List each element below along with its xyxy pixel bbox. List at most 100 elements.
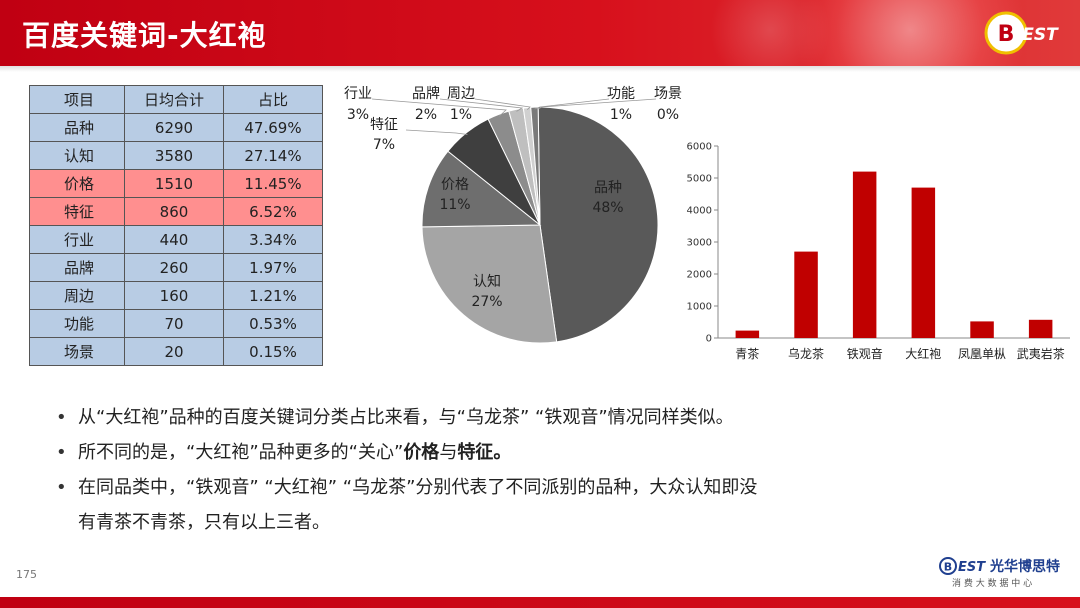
header-shadow (0, 66, 1080, 72)
header-share: 占比 (223, 85, 323, 114)
y-tick-label: 6000 (687, 142, 712, 153)
bullet-list: 从“大红袍”品种的百度关键词分类占比来看，与“乌龙茶” “铁观音”情况同样类似。… (56, 400, 956, 540)
pie-percent-label: 2% (415, 107, 437, 123)
y-tick-label: 3000 (687, 238, 712, 249)
pie-leader-line (538, 98, 657, 110)
table-row-highlighted: 价格 1510 11.45% (29, 169, 323, 198)
x-tick-label: 大红袍 (905, 346, 941, 361)
x-tick-label: 武夷岩茶 (1017, 346, 1065, 361)
row-share: 0.15% (223, 337, 323, 366)
pie-leader-line (534, 98, 610, 110)
pie-leader-line (371, 98, 507, 117)
row-item: 行业 (29, 225, 125, 254)
row-item: 特征 (29, 197, 125, 226)
header-daily-total: 日均合计 (124, 85, 224, 114)
row-daily-total: 260 (124, 253, 224, 282)
pie-percent-label: 3% (347, 107, 369, 123)
pie-percent-label: 11% (439, 197, 470, 213)
table-row: 功能 70 0.53% (29, 309, 323, 338)
page-title: 百度关键词-大红袍 (22, 19, 267, 52)
y-tick-label: 2000 (687, 270, 712, 281)
row-share: 47.69% (223, 113, 323, 142)
row-share: 1.97% (223, 253, 323, 282)
svg-text:EST: EST (958, 560, 986, 575)
bullet-item: 所不同的是，“大红袍”品种更多的“关心”价格与特征。 (56, 435, 956, 470)
best-logo-icon (939, 557, 957, 575)
pie-label: 特征 (370, 117, 398, 133)
bullet-text: 。 (493, 442, 512, 463)
bar-大红袍 (911, 187, 936, 338)
bullet-text: 与 (439, 442, 458, 463)
pie-slice-认知 (421, 224, 558, 344)
bar-凤凰单枞 (970, 321, 994, 338)
row-item: 功能 (29, 309, 125, 338)
x-tick-label: 青茶 (735, 346, 759, 361)
bullet-item: 在同品类中，“铁观音” “大红袍” “乌龙茶”分别代表了不同派别的品种，大众认知… (56, 470, 956, 540)
row-daily-total: 1510 (124, 169, 224, 198)
pie-label: 认知 (473, 273, 501, 290)
header-glow-secondary (710, 0, 830, 66)
brand-subtitle: 消 费 大 数 据 中 心 (952, 577, 1032, 589)
row-share: 27.14% (223, 141, 323, 170)
pie-leader-line (405, 129, 468, 135)
pie-label: 功能 (607, 86, 635, 102)
table-row: 场景 20 0.15% (29, 337, 323, 366)
bullet-text: 在同品类中，“铁观音” “大红袍” “乌龙茶”分别代表了不同派别的品种，大众认知… (78, 477, 758, 498)
pie-label: 行业 (344, 86, 372, 102)
table-header-row: 项目 日均合计 占比 (29, 85, 323, 114)
row-item: 品种 (29, 113, 125, 142)
table-row: 品种 6290 47.69% (29, 113, 323, 142)
pie-percent-label: 27% (471, 294, 502, 310)
row-item: 品牌 (29, 253, 125, 282)
row-share: 1.21% (223, 281, 323, 310)
svg-text:B: B (998, 22, 1015, 47)
row-item: 周边 (29, 281, 125, 310)
best-logo-icon: B EST (984, 11, 1059, 55)
bar-乌龙茶 (794, 251, 818, 338)
row-daily-total: 160 (124, 281, 224, 310)
bullet-bold-feature: 特征 (457, 442, 494, 463)
y-tick-label: 5000 (687, 174, 712, 185)
bar-铁观音 (852, 171, 877, 338)
bullet-text: 从“大红袍”品种的百度关键词分类占比来看，与“乌龙茶” “铁观音”情况同样类似。 (78, 407, 734, 428)
table-row: 行业 440 3.34% (29, 225, 323, 254)
table-row: 品牌 260 1.97% (29, 253, 323, 282)
svg-text:B: B (944, 561, 952, 574)
pie-label: 价格 (441, 177, 469, 193)
row-share: 6.52% (223, 197, 323, 226)
row-share: 11.45% (223, 169, 323, 198)
bullet-bold-price: 价格 (403, 442, 440, 463)
bar-axes: 0 1000 2000 3000 4000 5000 6000 (687, 142, 1070, 345)
page-number: 175 (16, 568, 37, 581)
row-daily-total: 860 (124, 197, 224, 226)
bullet-text: 所不同的是，“大红袍”品种更多的“关心” (78, 442, 404, 463)
row-daily-total: 6290 (124, 113, 224, 142)
bullet-text: 有青茶不青茶，只有以上三者。 (78, 512, 330, 533)
row-daily-total: 70 (124, 309, 224, 338)
pie-percent-label: 1% (450, 107, 472, 123)
row-item: 认知 (29, 141, 125, 170)
pie-label: 品牌 (412, 85, 440, 102)
bar-武夷岩茶 (1028, 319, 1053, 338)
pie-slice-品种 (537, 106, 659, 343)
row-daily-total: 3580 (124, 141, 224, 170)
pie-slice-价格 (421, 150, 542, 228)
table-row-highlighted: 特征 860 6.52% (29, 197, 323, 226)
table-row: 周边 160 1.21% (29, 281, 323, 310)
x-tick-label: 乌龙茶 (788, 346, 824, 361)
row-share: 3.34% (223, 225, 323, 254)
row-daily-total: 20 (124, 337, 224, 366)
table-row: 认知 3580 27.14% (29, 141, 323, 170)
bullet-item: 从“大红袍”品种的百度关键词分类占比来看，与“乌龙茶” “铁观音”情况同样类似。 (56, 400, 956, 435)
header-item: 项目 (29, 85, 125, 114)
svg-text:EST: EST (1022, 25, 1059, 45)
y-tick-label: 4000 (687, 206, 712, 217)
footer-bar (0, 597, 1080, 608)
pie-percent-label: 0% (657, 107, 679, 123)
pie-label: 周边 (447, 86, 475, 102)
title-bar: 百度关键词-大红袍 B EST (0, 0, 1080, 66)
bar-chart: 0 1000 2000 3000 4000 5000 6000 青茶 乌龙茶 铁观音 大红袍 凤凰单枞… (687, 142, 1070, 361)
y-tick-label: 0 (706, 334, 712, 345)
pie-label: 场景 (654, 86, 682, 102)
row-daily-total: 440 (124, 225, 224, 254)
